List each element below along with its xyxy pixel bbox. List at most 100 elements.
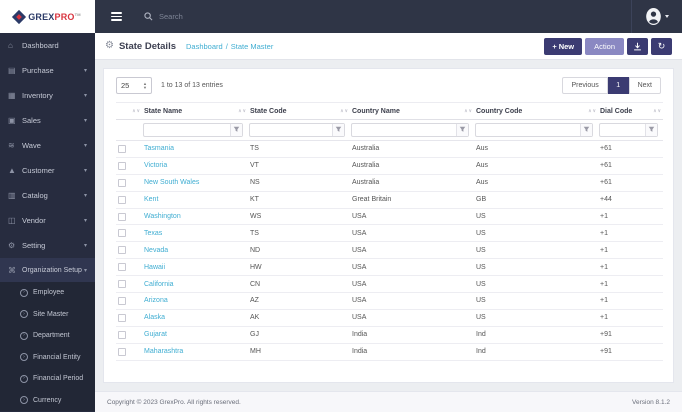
row-checkbox[interactable] (118, 144, 126, 153)
hamburger-menu-icon[interactable] (109, 9, 124, 24)
sidebar-item[interactable]: ◫ Vendor ▾ (8, 216, 87, 225)
filter-funnel-icon[interactable] (332, 123, 344, 136)
user-menu-button[interactable] (645, 7, 669, 26)
state-name-link[interactable]: Victoria (144, 162, 168, 170)
state-name-link[interactable]: Gujarat (144, 331, 167, 339)
sidebar-item[interactable]: ▣ Sales ▾ (8, 116, 87, 125)
dial-code-cell: +1 (598, 224, 663, 243)
breadcrumb: Dashboard / State Master (186, 42, 273, 51)
search-input[interactable] (159, 12, 289, 21)
state-code-cell: VT (248, 157, 350, 175)
column-filter-input[interactable] (600, 123, 645, 136)
chevron-down-icon: ▾ (83, 193, 87, 199)
country-name-cell: USA (350, 241, 474, 260)
column-filter-input[interactable] (476, 123, 580, 136)
sort-icons[interactable]: ∧ ∨ (340, 107, 348, 113)
column-filter-input[interactable] (250, 123, 332, 136)
state-name-link[interactable]: Alaska (144, 314, 166, 322)
table-row: Nevada ND USA US +1 (116, 241, 663, 260)
state-name-link[interactable]: Kent (144, 196, 159, 204)
sidebar-subitem[interactable]: › Site Master (0, 304, 95, 326)
state-code-cell: CN (248, 275, 350, 294)
filter-funnel-icon[interactable] (580, 123, 592, 136)
column-header[interactable]: State Name ∧ ∨ (142, 102, 248, 120)
pagination: Previous 1 Next (562, 77, 661, 94)
filter-cell (598, 119, 663, 141)
sort-icons[interactable]: ∧ ∨ (132, 107, 140, 113)
column-header[interactable]: State Code ∧ ∨ (248, 102, 350, 120)
chevron-down-icon: ▾ (83, 143, 87, 149)
sidebar-subitem[interactable]: › Currency (0, 390, 95, 412)
row-checkbox[interactable] (118, 229, 126, 238)
state-name-link[interactable]: California (144, 280, 174, 288)
state-name-link[interactable]: Washington (144, 213, 181, 220)
new-button[interactable]: + New (544, 37, 583, 55)
sidebar-item[interactable]: ▦ Inventory ▾ (8, 91, 87, 100)
dial-code-cell: +1 (598, 241, 663, 260)
row-checkbox[interactable] (118, 246, 126, 255)
column-header[interactable]: Country Name ∧ ∨ (350, 102, 474, 120)
gear-icon: ⚙ (105, 40, 114, 51)
country-name-cell: Australia (350, 140, 474, 158)
sidebar-item[interactable]: ▥ Catalog ▾ (8, 191, 87, 200)
state-table: ∧ ∨ State Name ∧ ∨ State Code (116, 102, 663, 361)
row-checkbox[interactable] (118, 178, 126, 187)
previous-page-button[interactable]: Previous (562, 77, 608, 94)
topbar (95, 0, 682, 33)
sidebar-item[interactable]: ▲ Customer ▾ (8, 166, 87, 175)
row-checkbox[interactable] (118, 263, 126, 272)
state-name-link[interactable]: Maharashtra (144, 348, 184, 356)
dial-code-cell: +1 (598, 292, 663, 310)
row-checkbox[interactable] (118, 347, 126, 356)
column-filter-input[interactable] (144, 123, 230, 136)
sidebar-subitem[interactable]: › Department (0, 325, 95, 347)
state-name-link[interactable]: Tasmania (144, 145, 174, 153)
row-checkbox[interactable] (118, 195, 126, 204)
topbar-right (631, 0, 682, 33)
column-filter-input[interactable] (352, 123, 456, 136)
download-button[interactable] (627, 37, 648, 55)
breadcrumb-current-link[interactable]: State Master (230, 41, 274, 51)
table-row: Tasmania TS Australia Aus +61 (116, 140, 663, 158)
breadcrumb-dashboard-link[interactable]: Dashboard (186, 41, 223, 51)
state-name-link[interactable]: Nevada (144, 246, 169, 254)
sort-icons[interactable]: ∧ ∨ (588, 107, 596, 113)
sidebar-item[interactable]: ⌂ Dashboard (8, 41, 59, 50)
current-page-button[interactable]: 1 (607, 77, 629, 94)
sort-icons[interactable]: ∧ ∨ (653, 107, 661, 113)
version-text: Version 8.1.2 (632, 398, 670, 406)
row-checkbox[interactable] (118, 296, 126, 305)
dial-code-cell: +44 (598, 191, 663, 209)
sidebar-subitem[interactable]: › Financial Entity (0, 347, 95, 369)
row-checkbox[interactable] (118, 330, 126, 339)
row-checkbox[interactable] (118, 280, 126, 289)
sidebar-item[interactable]: ≋ Wave ▾ (8, 141, 87, 150)
row-checkbox[interactable] (118, 161, 126, 170)
filter-funnel-icon[interactable] (230, 123, 242, 136)
sort-icons[interactable]: ∧ ∨ (464, 107, 472, 113)
sidebar-subitem[interactable]: › Employee (0, 282, 95, 304)
action-button[interactable]: Action (585, 37, 624, 55)
row-checkbox[interactable] (118, 212, 126, 221)
refresh-button[interactable]: ↻ (651, 37, 672, 55)
sales-icon: ▣ (8, 116, 16, 125)
sidebar-item[interactable]: ⚙ Setting ▾ (8, 241, 87, 250)
column-header[interactable]: Country Code ∧ ∨ (474, 102, 598, 120)
state-name-link[interactable]: New South Wales (144, 179, 200, 187)
next-page-button[interactable]: Next (628, 77, 661, 94)
sort-icons[interactable]: ∧ ∨ (238, 107, 246, 113)
sidebar-item-organization-setup[interactable]: ⌘ Organization Setup ▾ (0, 258, 95, 282)
sidebar-item[interactable]: ▤ Purchase ▾ (8, 66, 87, 75)
catalog-icon: ▥ (8, 191, 16, 200)
state-name-link[interactable]: Arizona (144, 297, 168, 305)
filter-funnel-icon[interactable] (456, 123, 468, 136)
page-size-select[interactable]: 25 ▲ ▼ (116, 77, 152, 94)
filter-funnel-icon[interactable] (645, 123, 657, 136)
column-header[interactable]: Dial Code ∧ ∨ (598, 102, 663, 120)
row-checkbox[interactable] (118, 313, 126, 322)
brand-logo[interactable]: GREXPROTM (0, 0, 95, 33)
sidebar-subitem[interactable]: › Financial Period (0, 368, 95, 390)
state-name-link[interactable]: Texas (144, 229, 163, 237)
filter-cell (248, 119, 350, 141)
state-name-link[interactable]: Hawaii (144, 263, 166, 271)
